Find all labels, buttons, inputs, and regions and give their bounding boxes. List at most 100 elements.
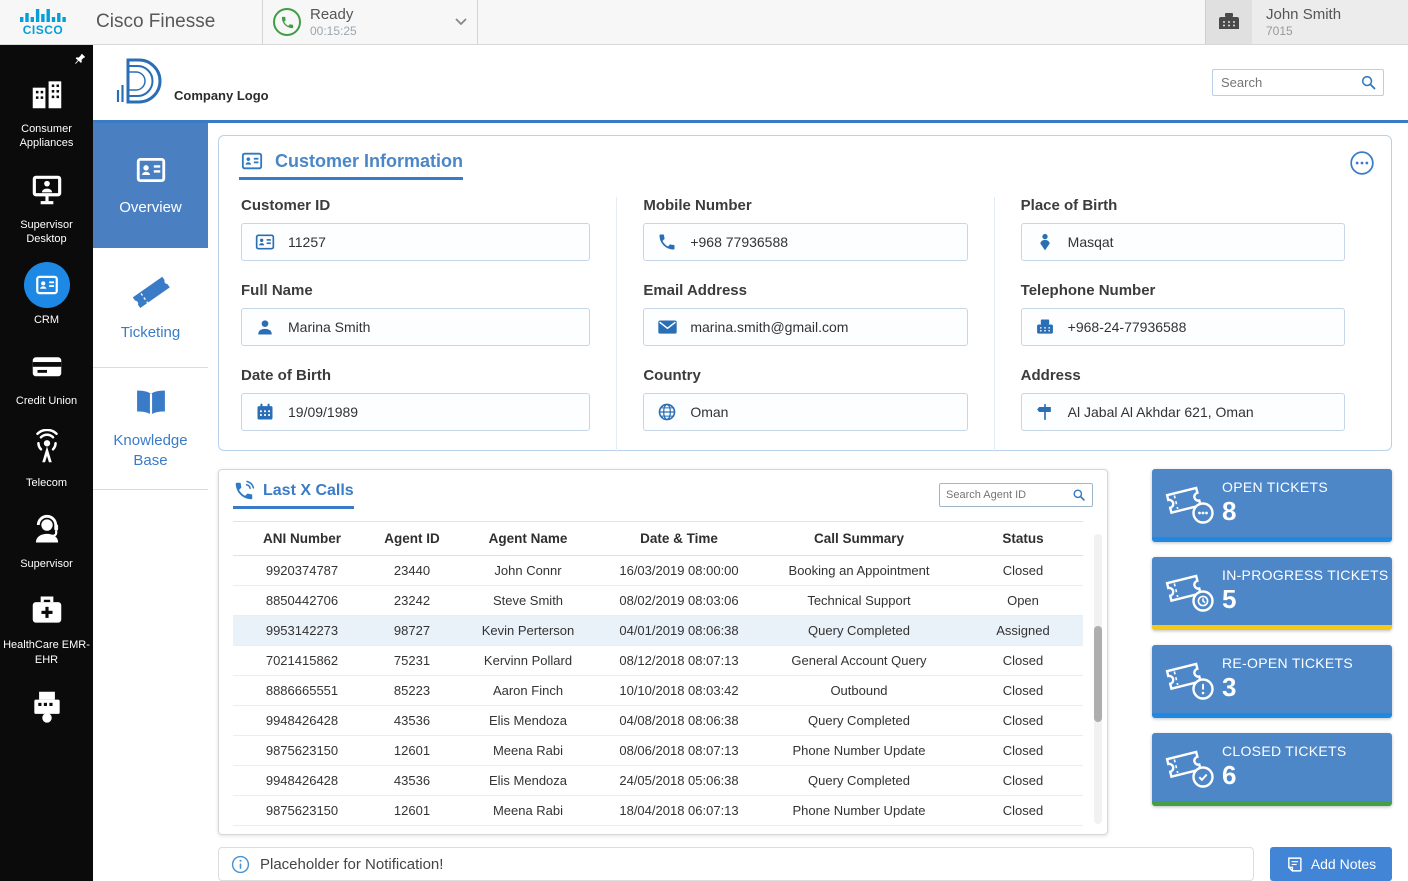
tab-ticketing[interactable]: Ticketing: [93, 248, 208, 368]
table-row[interactable]: 9948426428 43536 Elis Mendoza 24/05/2018 05…: [233, 765, 1083, 796]
ticket-card-info: OPEN TICKETS 8: [1222, 479, 1328, 527]
search-icon[interactable]: [1072, 488, 1086, 502]
sidebar-item-crm[interactable]: CRM: [0, 262, 93, 327]
top-bar-spacer: [478, 0, 1205, 44]
field-label: Address: [1020, 367, 1081, 384]
table-header-row: ANI Number Agent ID Agent Name Date & Ti…: [233, 521, 1083, 556]
credit-union-icon: [24, 343, 70, 389]
fields-column-1: Customer ID 11257 Full Name Marin: [239, 197, 616, 452]
ticket-card-label: IN-PROGRESS TICKETS: [1222, 567, 1389, 583]
customer-information-panel: Customer Information Customer ID 11257: [218, 135, 1392, 452]
company-logo-icon: [113, 54, 167, 108]
cell-agent-name: Meena Rabi: [453, 795, 603, 826]
calls-table: ANI Number Agent ID Agent Name Date & Ti…: [233, 521, 1083, 826]
field-value: +968-24-77936588: [1067, 319, 1187, 335]
tab-knowledge-base[interactable]: Knowledge Base: [93, 368, 208, 490]
more-options-button[interactable]: [1349, 150, 1375, 176]
address-field[interactable]: Al Jabal Al Akhdar 621, Oman: [1020, 393, 1345, 431]
place-of-birth-field[interactable]: Masqat: [1020, 223, 1345, 261]
cell-datetime: 04/08/2018 08:06:38: [603, 705, 755, 736]
sidebar-item-supervisor-desktop[interactable]: Supervisor Desktop: [0, 167, 93, 247]
table-row[interactable]: 9920374787 23440 John Connr 16/03/2019 08:0…: [233, 555, 1083, 586]
tab-knowledge-base-label: Knowledge Base: [113, 431, 188, 469]
field-label: Place of Birth: [1020, 197, 1118, 214]
sidebar-item-supervisor[interactable]: Supervisor: [0, 506, 93, 571]
search-icon[interactable]: [1360, 74, 1377, 91]
table-row[interactable]: 9875623150 12601 Meena Rabi 18/04/2018 06:0…: [233, 795, 1083, 826]
sidebar-item-healthcare[interactable]: HealthCare EMR-EHR: [0, 587, 93, 667]
agent-id-search[interactable]: [939, 482, 1093, 507]
sidebar-item-telecom[interactable]: Telecom: [0, 425, 93, 490]
last-calls-header: Last X Calls: [233, 480, 1093, 509]
logged-in-user[interactable]: John Smith 7015: [1252, 0, 1408, 44]
cell-agent-id: 75231: [371, 645, 453, 676]
field-label: Customer ID: [241, 197, 331, 214]
sidebar-item-extra[interactable]: [0, 683, 93, 729]
cell-ani: 9948426428: [233, 765, 371, 796]
customer-information-header: Customer Information: [239, 150, 464, 180]
date-of-birth-field[interactable]: 19/09/1989: [241, 393, 591, 431]
cell-status: Closed: [963, 555, 1083, 586]
closed-tickets-card[interactable]: CLOSED TICKETS 6: [1152, 733, 1392, 806]
sidebar-item-label: Credit Union: [15, 395, 78, 408]
cell-agent-name: John Connr: [453, 555, 603, 586]
table-row[interactable]: 9948426428 43536 Elis Mendoza 04/08/2018 08…: [233, 705, 1083, 736]
pin-icon[interactable]: [72, 52, 87, 67]
table-row[interactable]: 7021415862 75231 Kervinn Pollard 08/12/2018…: [233, 645, 1083, 676]
in-progress-tickets-card[interactable]: IN-PROGRESS TICKETS 5: [1152, 557, 1392, 630]
agent-id-search-input[interactable]: [940, 488, 1072, 501]
chevron-down-icon: [455, 18, 467, 26]
global-search[interactable]: [1212, 69, 1384, 96]
table-scrollbar-thumb[interactable]: [1094, 626, 1102, 722]
cell-agent-id: 23242: [371, 585, 453, 616]
telephone-number-field[interactable]: +968-24-77936588: [1020, 308, 1345, 346]
customer-id-field[interactable]: 11257: [241, 223, 591, 261]
open-tickets-card[interactable]: OPEN TICKETS 8: [1152, 469, 1392, 542]
table-row[interactable]: 8886665551 85223 Aaron Finch 10/10/2018 08:…: [233, 675, 1083, 706]
ticket-card-label: RE-OPEN TICKETS: [1222, 655, 1354, 671]
open-ticket-icon: [1158, 480, 1222, 526]
last-calls-panel: Last X Calls ANI Number Agent ID Agent N…: [218, 469, 1108, 835]
table-row-selected[interactable]: 9953142273 98727 Kevin Perterson 04/01/2019…: [233, 615, 1083, 646]
field-place-of-birth: Place of Birth Masqat: [1020, 197, 1345, 261]
cell-ani: 9875623150: [233, 795, 371, 826]
app-switcher-sidebar: Consumer Appliances Supervisor Desktop C…: [0, 45, 93, 881]
sidebar-item-label: Supervisor Desktop: [20, 218, 73, 245]
cell-summary: Phone Number Update: [755, 735, 963, 766]
footer-bar: Placeholder for Notification! Add Notes: [218, 847, 1392, 881]
desk-phone-button[interactable]: [1205, 0, 1252, 44]
sidebar-item-consumer-appliances[interactable]: Consumer Appliances: [0, 71, 93, 151]
cell-datetime: 08/02/2019 08:03:06: [603, 585, 755, 616]
cell-summary: Outbound: [755, 675, 963, 706]
col-header-ani: ANI Number: [233, 521, 371, 556]
app-title: Cisco Finesse: [96, 11, 216, 32]
cell-ani: 8886665551: [233, 675, 371, 706]
add-notes-button[interactable]: Add Notes: [1270, 847, 1392, 881]
cell-agent-name: Meena Rabi: [453, 735, 603, 766]
cell-datetime: 16/03/2019 08:00:00: [603, 555, 755, 586]
table-row[interactable]: 8850442706 23242 Steve Smith 08/02/2019 08:…: [233, 585, 1083, 616]
field-label: Telephone Number: [1020, 282, 1156, 299]
desk-phone-icon: [1217, 10, 1241, 34]
tab-overview[interactable]: Overview: [93, 123, 208, 248]
healthcare-briefcase-icon: [24, 587, 70, 633]
country-field[interactable]: Oman: [643, 393, 968, 431]
sidebar-item-credit-union[interactable]: Credit Union: [0, 343, 93, 408]
field-value: +968 77936588: [690, 234, 789, 250]
person-pin-icon: [1022, 232, 1068, 252]
agent-state-selector[interactable]: Ready 00:15:25: [262, 0, 478, 44]
telecom-antenna-icon: [24, 425, 70, 471]
email-address-field[interactable]: marina.smith@gmail.com: [643, 308, 968, 346]
appliances-icon: [24, 71, 70, 117]
table-scrollbar[interactable]: [1094, 534, 1102, 824]
sidebar-item-label: Supervisor: [20, 558, 73, 571]
cell-agent-name: Kevin Perterson: [453, 615, 603, 646]
re-open-tickets-card[interactable]: RE-OPEN TICKETS 3: [1152, 645, 1392, 718]
search-input[interactable]: [1213, 75, 1360, 90]
table-row[interactable]: 9875623150 12601 Meena Rabi 08/06/2018 08:0…: [233, 735, 1083, 766]
cell-agent-name: Elis Mendoza: [453, 765, 603, 796]
cell-status: Closed: [963, 645, 1083, 676]
full-name-field[interactable]: Marina Smith: [241, 308, 591, 346]
mobile-number-field[interactable]: +968 77936588: [643, 223, 968, 261]
finesse-top-bar: CISCO Cisco Finesse Ready 00:15:25 John …: [0, 0, 1408, 45]
